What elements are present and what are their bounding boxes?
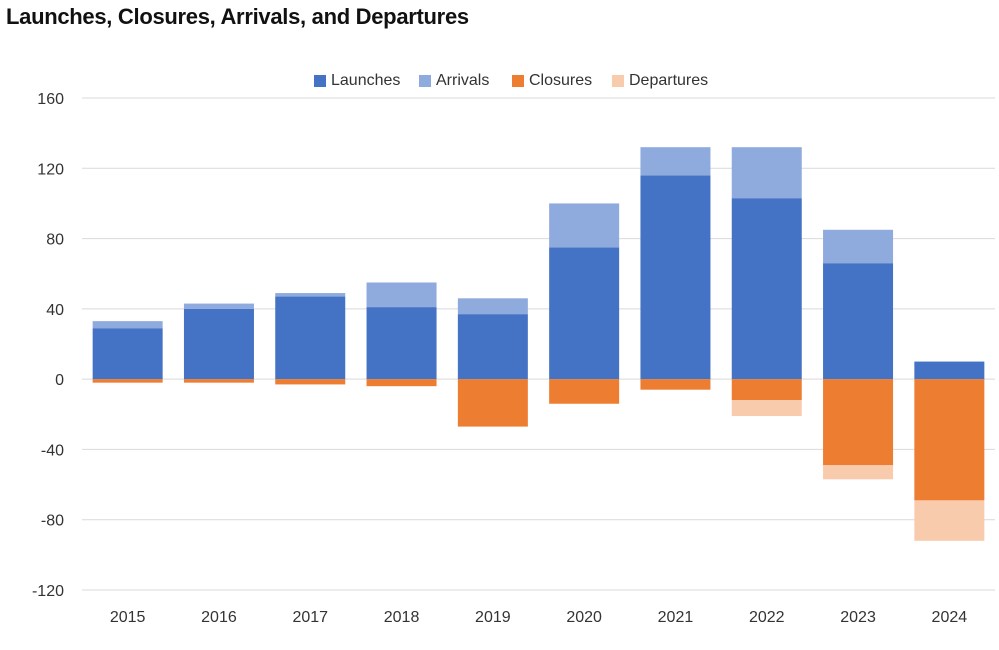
legend-label-closures: Closures <box>529 72 593 89</box>
x-tick-label: 2021 <box>658 609 694 626</box>
bar-closures-2024 <box>914 379 985 501</box>
bar-departures-2022 <box>731 400 802 417</box>
chart-title: Launches, Closures, Arrivals, and Depart… <box>6 4 469 29</box>
x-tick-label: 2023 <box>840 609 876 626</box>
legend-label-launches: Launches <box>331 72 401 89</box>
bar-closures-2023 <box>823 379 894 466</box>
bar-launches-2015 <box>92 328 163 380</box>
y-tick-label: 40 <box>46 302 64 319</box>
x-tick-label: 2022 <box>749 609 785 626</box>
bar-launches-2024 <box>914 361 985 380</box>
bar-closures-2021 <box>640 379 711 390</box>
bar-arrivals-2017 <box>275 293 346 297</box>
legend-swatch-departures <box>612 75 624 87</box>
bar-closures-2018 <box>366 379 437 387</box>
bar-closures-2022 <box>731 379 802 401</box>
bar-closures-2016 <box>183 379 254 383</box>
y-tick-label: -40 <box>41 442 64 459</box>
x-tick-label: 2018 <box>384 609 420 626</box>
bar-arrivals-2015 <box>92 321 163 329</box>
y-tick-label: -80 <box>41 513 64 530</box>
x-tick-label: 2016 <box>201 609 237 626</box>
y-tick-label: 120 <box>37 161 64 178</box>
legend-label-departures: Departures <box>629 72 709 89</box>
legend-item-launches: Launches <box>314 72 400 90</box>
legend-label-arrivals: Arrivals <box>436 72 490 89</box>
x-tick-label: 2020 <box>566 609 602 626</box>
bar-arrivals-2016 <box>183 303 254 309</box>
bar-launches-2017 <box>275 296 346 380</box>
x-tick-label: 2024 <box>932 609 968 626</box>
bar-departures-2023 <box>823 465 894 480</box>
bar-arrivals-2023 <box>823 229 894 264</box>
bar-launches-2016 <box>183 308 254 380</box>
bar-launches-2023 <box>823 263 894 380</box>
legend-item-arrivals: Arrivals <box>419 72 489 90</box>
legend-swatch-closures <box>512 75 524 87</box>
bar-launches-2019 <box>457 314 528 380</box>
legend-item-departures: Departures <box>612 72 708 90</box>
y-tick-label: 160 <box>37 91 64 108</box>
bar-closures-2015 <box>92 379 163 383</box>
bar-closures-2020 <box>549 379 620 404</box>
bar-closures-2017 <box>275 379 346 385</box>
bar-arrivals-2020 <box>549 203 620 248</box>
y-tick-label: 80 <box>46 232 64 249</box>
legend-swatch-arrivals <box>419 75 431 87</box>
bar-arrivals-2019 <box>457 298 528 315</box>
y-tick-label: -120 <box>32 583 64 600</box>
bar-departures-2024 <box>914 500 985 541</box>
bar-launches-2020 <box>549 247 620 380</box>
legend: Launches Arrivals Closures Departures <box>0 72 999 94</box>
legend-swatch-launches <box>314 75 326 87</box>
bar-launches-2022 <box>731 198 802 380</box>
bar-arrivals-2021 <box>640 147 711 176</box>
x-tick-label: 2017 <box>292 609 328 626</box>
bar-launches-2018 <box>366 307 437 380</box>
bar-closures-2019 <box>457 379 528 427</box>
x-tick-label: 2019 <box>475 609 511 626</box>
y-tick-label: 0 <box>55 372 64 389</box>
bar-arrivals-2022 <box>731 147 802 199</box>
bar-launches-2021 <box>640 175 711 380</box>
legend-item-closures: Closures <box>512 72 592 90</box>
x-tick-label: 2015 <box>110 609 146 626</box>
bar-arrivals-2018 <box>366 282 437 308</box>
